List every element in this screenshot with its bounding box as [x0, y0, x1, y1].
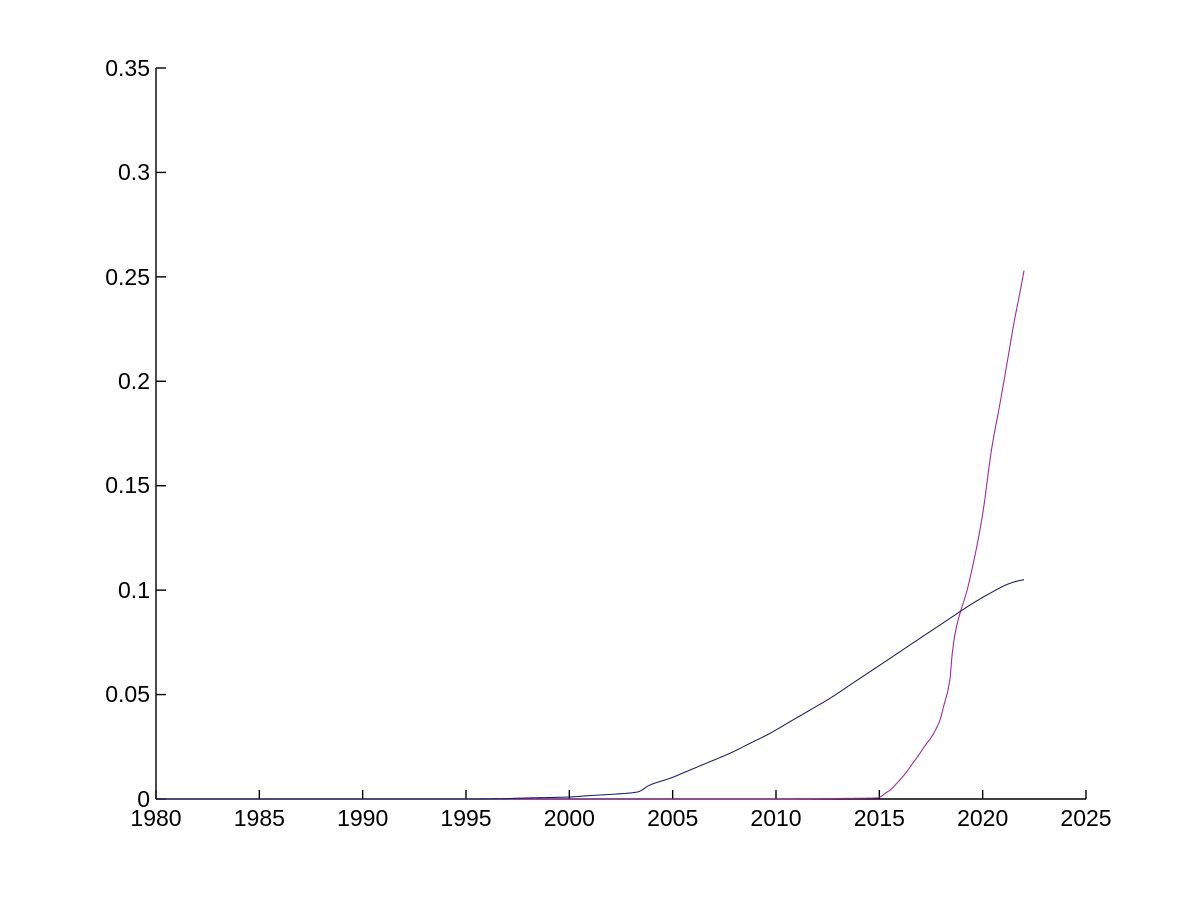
svg-text:1985: 1985	[234, 805, 285, 831]
svg-text:2020: 2020	[957, 805, 1008, 831]
svg-text:1995: 1995	[440, 805, 491, 831]
svg-text:2025: 2025	[1060, 805, 1111, 831]
svg-text:1980: 1980	[130, 805, 181, 831]
svg-text:2010: 2010	[750, 805, 801, 831]
svg-text:0.15: 0.15	[105, 472, 150, 498]
svg-text:2015: 2015	[854, 805, 905, 831]
svg-text:0.1: 0.1	[118, 577, 150, 603]
svg-text:1990: 1990	[337, 805, 388, 831]
svg-text:2005: 2005	[647, 805, 698, 831]
svg-text:0.2: 0.2	[118, 368, 150, 394]
svg-text:0.05: 0.05	[105, 681, 150, 707]
svg-text:2000: 2000	[544, 805, 595, 831]
svg-text:0.3: 0.3	[118, 159, 150, 185]
svg-text:0.35: 0.35	[105, 55, 150, 81]
svg-text:0.25: 0.25	[105, 264, 150, 290]
